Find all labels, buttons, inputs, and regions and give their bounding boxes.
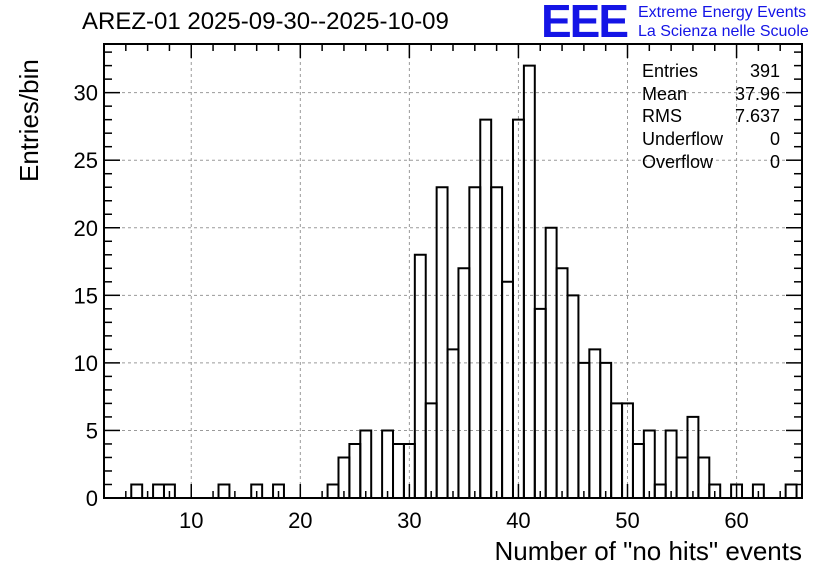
- histogram-bin: [501, 280, 514, 498]
- stats-label: RMS: [642, 106, 682, 127]
- histogram-bin: [522, 64, 536, 498]
- histogram-bin: [610, 402, 624, 498]
- histogram-bin: [348, 442, 362, 498]
- histogram-bin: [653, 483, 667, 498]
- histogram-bin: [490, 186, 504, 498]
- x-tick-label: 10: [179, 508, 203, 533]
- stats-value: 0: [769, 151, 780, 172]
- stats-value: 391: [749, 61, 780, 81]
- histogram-bin: [162, 483, 176, 498]
- stats-row-rms: RMS 7.637: [642, 105, 780, 128]
- histogram-bin: [359, 429, 373, 498]
- histogram-bin: [272, 483, 285, 498]
- logo-caption: Extreme Energy Events La Scienza nelle S…: [638, 3, 809, 41]
- y-tick-label: 30: [74, 81, 98, 106]
- histogram-bin: [392, 442, 405, 498]
- y-axis-label: Entries/bin: [14, 59, 44, 182]
- histogram-bin: [664, 429, 678, 498]
- histogram-bin: [468, 186, 482, 498]
- y-tick-label: 5: [86, 418, 98, 443]
- logo-caption-line-2: La Scienza nelle Scuole: [638, 23, 809, 40]
- histogram-bin: [250, 483, 264, 498]
- stats-value: 7.637: [734, 106, 780, 127]
- histogram-bin: [631, 442, 645, 498]
- histogram-bin: [457, 267, 471, 498]
- stats-label: Mean: [642, 83, 688, 104]
- histogram-bin: [130, 483, 144, 498]
- stats-row-entries: Entries 391: [642, 60, 780, 83]
- x-tick-label: 40: [506, 508, 530, 533]
- histogram-bin: [435, 186, 449, 498]
- histogram-bin: [217, 483, 231, 498]
- histogram-bin: [784, 483, 798, 498]
- x-tick-label: 20: [288, 508, 312, 533]
- histogram-bin: [413, 253, 427, 498]
- x-tick-label: 30: [397, 508, 421, 533]
- y-tick-label: 10: [74, 351, 98, 376]
- stats-row-overflow: Overflow 0: [642, 151, 780, 174]
- y-tick-label: 15: [74, 283, 98, 308]
- histogram-bin: [566, 294, 580, 498]
- histogram-bin: [675, 456, 689, 498]
- stats-value: 0: [769, 129, 780, 150]
- histogram-bin: [588, 348, 602, 498]
- histogram-bin: [533, 307, 547, 498]
- stats-label: Entries: [642, 61, 699, 81]
- stats-row-underflow: Underflow 0: [642, 128, 780, 151]
- x-axis-label: Number of "no hits" events: [494, 536, 803, 566]
- histogram-bin: [555, 267, 569, 498]
- tick-labels: 10 20 30 40 50 60 0 5 10 15 20 25 30: [74, 81, 749, 533]
- histogram-bin: [326, 483, 340, 498]
- x-tick-label: 60: [724, 508, 748, 533]
- y-tick-label: 20: [74, 216, 98, 241]
- y-axis-label-wrap: Entries/bin: [8, 59, 44, 182]
- chart-title: AREZ-01 2025-09-30--2025-10-09: [82, 8, 449, 35]
- axis-ticks: [103, 44, 803, 499]
- histogram-bin: [751, 483, 765, 498]
- histogram-bin: [479, 118, 493, 498]
- histogram-bin: [697, 456, 711, 498]
- eee-logo: EEE: [541, 0, 629, 47]
- stats-value: 37.96: [734, 83, 780, 104]
- stats-box: Entries 391 Mean 37.96 RMS 7.637 Underfl…: [642, 60, 780, 173]
- histogram-bin: [152, 483, 165, 498]
- logo-caption-line-1: Extreme Energy Events: [638, 4, 807, 21]
- histogram-bin: [642, 429, 656, 498]
- stats-label: Overflow: [642, 151, 714, 172]
- stats-label: Underflow: [642, 129, 724, 150]
- histogram-bin: [381, 429, 395, 498]
- histogram-bin: [424, 402, 438, 498]
- stats-row-mean: Mean 37.96: [642, 83, 780, 106]
- histogram-bars: [130, 64, 798, 498]
- y-tick-label: 0: [86, 486, 98, 511]
- y-tick-label: 25: [74, 148, 98, 173]
- grid-lines: [104, 44, 802, 498]
- histogram-bin: [686, 415, 700, 498]
- x-tick-label: 50: [615, 508, 639, 533]
- histogram-bin: [708, 483, 722, 498]
- histogram-bin: [446, 348, 460, 498]
